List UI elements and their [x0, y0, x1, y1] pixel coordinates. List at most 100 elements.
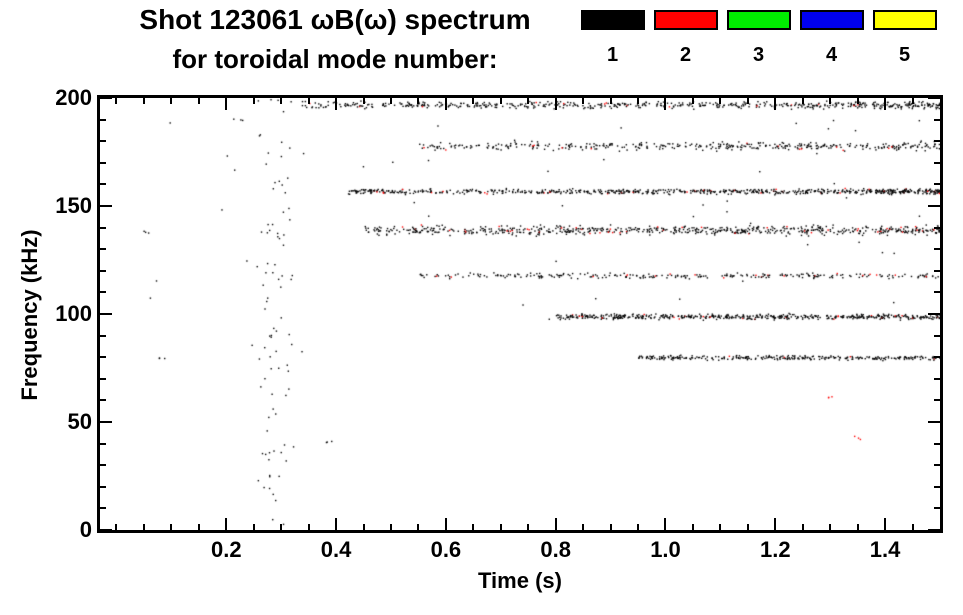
tick-mark [100, 507, 106, 510]
legend-swatch-mode-3 [726, 10, 791, 30]
tick-mark [554, 98, 557, 110]
tick-mark [100, 161, 106, 164]
tick-mark [197, 98, 200, 104]
tick-mark [934, 485, 940, 488]
mode-number-legend: 1 2 3 4 5 [576, 10, 941, 67]
tick-mark [280, 524, 283, 530]
legend-swatch-mode-1 [580, 10, 645, 30]
tick-mark [100, 377, 106, 380]
tick-mark [934, 269, 940, 272]
tick-mark [100, 421, 106, 423]
tick-mark [829, 98, 832, 104]
tick-mark [884, 98, 887, 104]
x-axis-label: Time (s) [478, 568, 562, 593]
tick-mark [170, 524, 173, 530]
legend-label-mode-1: 1 [606, 44, 619, 66]
tick-mark [335, 98, 338, 104]
legend-swatch-mode-5 [872, 10, 937, 30]
tick-mark [362, 524, 365, 530]
y-tick-label: 0 [79, 517, 92, 542]
x-tick-label: 1.2 [759, 537, 791, 562]
tick-mark [417, 98, 420, 104]
legend-swatch-mode-4 [799, 10, 864, 30]
tick-mark [307, 98, 310, 104]
tick-mark [100, 356, 106, 359]
tick-mark [335, 98, 338, 110]
tick-mark [774, 98, 777, 110]
tick-mark [928, 97, 940, 99]
tick-mark [499, 98, 502, 104]
tick-mark [582, 524, 585, 530]
tick-mark [664, 98, 667, 110]
tick-mark [934, 464, 940, 467]
tick-mark [389, 98, 392, 104]
tick-mark [719, 524, 722, 530]
tick-mark [934, 118, 940, 121]
legend-label-mode-3: 3 [752, 44, 765, 66]
tick-mark [100, 269, 106, 272]
tick-mark [472, 524, 475, 530]
tick-mark [142, 98, 145, 104]
legend-label-mode-4: 4 [825, 44, 838, 66]
tick-mark [637, 524, 640, 530]
tick-mark [934, 140, 940, 143]
tick-mark [444, 98, 447, 104]
tick-mark [637, 98, 640, 104]
tick-mark [582, 98, 585, 104]
x-tick-label: 1.0 [650, 537, 681, 562]
tick-mark [280, 98, 283, 104]
tick-mark [934, 377, 940, 380]
tick-mark [934, 421, 940, 423]
tick-mark [746, 98, 749, 104]
plot-area [97, 95, 943, 533]
tick-mark [142, 524, 145, 530]
tick-mark [225, 98, 228, 104]
tick-mark [664, 524, 667, 530]
tick-mark [100, 442, 106, 445]
tick-mark [225, 524, 228, 530]
tick-mark [934, 161, 940, 164]
legend-item-mode-1: 1 [576, 10, 649, 67]
legend-item-mode-3: 3 [722, 10, 795, 67]
tick-mark [100, 248, 106, 251]
y-tick-label: 100 [55, 301, 92, 326]
tick-mark [100, 183, 106, 186]
tick-mark [554, 524, 557, 530]
tick-mark [554, 98, 557, 104]
tick-mark [801, 98, 804, 104]
legend-item-mode-5: 5 [868, 10, 941, 67]
tick-mark [691, 524, 694, 530]
tick-mark [115, 98, 118, 104]
tick-mark [884, 98, 887, 110]
tick-mark [934, 442, 940, 445]
spectrogram-canvas [100, 98, 940, 530]
x-tick-label: 0.8 [540, 537, 571, 562]
tick-mark [307, 524, 310, 530]
legend-label-mode-5: 5 [898, 44, 911, 66]
tick-mark [746, 524, 749, 530]
tick-mark [527, 524, 530, 530]
y-tick-label: 150 [55, 193, 92, 218]
tick-mark [934, 313, 940, 315]
tick-mark [100, 464, 106, 467]
tick-mark [934, 205, 940, 207]
tick-mark [100, 334, 106, 337]
tick-mark [774, 98, 777, 104]
x-tick-label: 0.6 [430, 537, 462, 562]
tick-mark [934, 399, 940, 402]
tick-mark [664, 98, 667, 104]
legend-item-mode-4: 4 [795, 10, 868, 67]
tick-mark [100, 485, 106, 488]
tick-mark [934, 507, 940, 510]
y-tick-label: 50 [67, 409, 92, 434]
tick-mark [417, 524, 420, 530]
tick-mark [225, 98, 228, 110]
tick-mark [884, 524, 887, 530]
tick-mark [100, 313, 112, 315]
tick-mark [856, 98, 859, 104]
tick-mark [934, 356, 940, 359]
tick-mark [362, 98, 365, 104]
tick-mark [934, 248, 940, 251]
tick-mark [934, 291, 940, 294]
